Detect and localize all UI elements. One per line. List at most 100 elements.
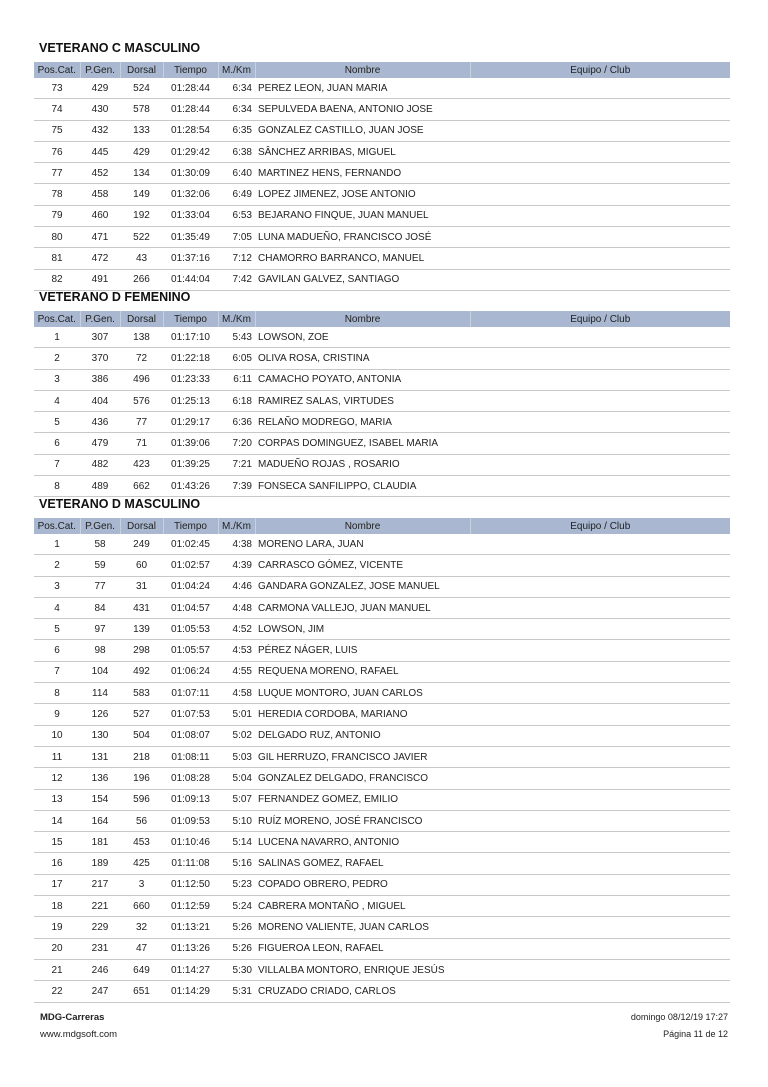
cell-min-km: 5:14 <box>218 831 255 854</box>
table-row: 3 386 496 01:23:33 6:11 CAMACHO POYATO, ANTON… <box>34 369 730 391</box>
cell-dorsal: 522 <box>120 226 163 249</box>
section-veterano-d-femenino: VETERANO D FEMENINO Pos.Cat. P.Gen. Dorsal T… <box>34 289 730 498</box>
cell-dorsal: 196 <box>120 767 163 790</box>
cell-nombre: SALINAS GOMEZ, RAFAEL <box>255 852 470 875</box>
table-row: 8 489 662 01:43:26 7:39 FONSECA SANFILIPPO, C… <box>34 475 730 498</box>
cell-dorsal: 139 <box>120 618 163 641</box>
cell-equipo-club <box>470 411 730 434</box>
cell-equipo-club <box>470 454 730 477</box>
column-header-tiempo: Tiempo <box>163 518 219 534</box>
cell-pos-cat: 73 <box>34 78 80 100</box>
table-row: 5 436 77 01:29:17 6:36 RELAÑO MODREGO, MARIA <box>34 411 730 434</box>
cell-equipo-club <box>470 183 730 206</box>
cell-pos-cat: 19 <box>34 916 80 939</box>
cell-equipo-club <box>470 895 730 918</box>
cell-nombre: DELGADO RUZ, ANTONIO <box>255 725 470 747</box>
cell-dorsal: 138 <box>120 327 163 349</box>
cell-dorsal: 47 <box>120 938 163 960</box>
cell-tiempo: 01:28:54 <box>163 120 218 142</box>
column-header-nombre: Nombre <box>255 518 471 534</box>
cell-nombre: CAMACHO POYATO, ANTONIA <box>255 369 470 391</box>
cell-min-km: 6:36 <box>218 411 255 434</box>
cell-p-gen: 136 <box>80 767 120 790</box>
cell-tiempo: 01:02:57 <box>163 554 218 577</box>
cell-min-km: 6:49 <box>218 183 255 206</box>
cell-nombre: MADUEÑO ROJAS , ROSARIO <box>255 454 470 477</box>
cell-pos-cat: 8 <box>34 682 80 705</box>
cell-pos-cat: 3 <box>34 576 80 598</box>
cell-nombre: SÂNCHEZ ARRIBAS, MIGUEL <box>255 141 470 164</box>
cell-nombre: LUNA MADUEÑO, FRANCISCO JOSÉ <box>255 226 470 249</box>
cell-min-km: 7:12 <box>218 247 255 270</box>
cell-min-km: 4:52 <box>218 618 255 641</box>
cell-min-km: 5:10 <box>218 810 255 833</box>
cell-min-km: 6:35 <box>218 120 255 142</box>
table-row: 11 131 218 01:08:11 5:03 GIL HERRUZO, FRANCIS… <box>34 746 730 769</box>
table-header-row: Pos.Cat. P.Gen. Dorsal Tiempo M./Km Nombre Equ… <box>34 62 730 78</box>
cell-tiempo: 01:07:11 <box>163 682 218 705</box>
cell-dorsal: 524 <box>120 78 163 100</box>
cell-tiempo: 01:05:57 <box>163 639 218 662</box>
cell-pos-cat: 21 <box>34 959 80 982</box>
cell-pos-cat: 17 <box>34 874 80 897</box>
table-row: 17 217 3 01:12:50 5:23 COPADO OBRERO, PEDRO <box>34 874 730 897</box>
cell-dorsal: 583 <box>120 682 163 705</box>
footer-brand: MDG-Carreras <box>40 1012 105 1023</box>
cell-pos-cat: 2 <box>34 347 80 370</box>
cell-nombre: CHAMORRO BARRANCO, MANUEL <box>255 247 470 270</box>
section-title: VETERANO C MASCULINO <box>39 41 201 55</box>
cell-nombre: LOWSON, JIM <box>255 618 470 641</box>
cell-min-km: 6:38 <box>218 141 255 164</box>
table-row: 74 430 578 01:28:44 6:34 SEPULVEDA BAENA, ANT… <box>34 98 730 121</box>
cell-nombre: COPADO OBRERO, PEDRO <box>255 874 470 897</box>
cell-pos-cat: 16 <box>34 852 80 875</box>
cell-equipo-club <box>470 682 730 705</box>
cell-nombre: GANDARA GONZALEZ, JOSE MANUEL <box>255 576 470 598</box>
cell-equipo-club <box>470 98 730 121</box>
cell-p-gen: 307 <box>80 327 120 349</box>
cell-nombre: LOPEZ JIMENEZ, JOSE ANTONIO <box>255 183 470 206</box>
cell-pos-cat: 79 <box>34 205 80 228</box>
cell-tiempo: 01:08:11 <box>163 746 218 769</box>
table-row: 1 58 249 01:02:45 4:38 MORENO LARA, JUAN <box>34 534 730 556</box>
column-header-dorsal: Dorsal <box>120 62 164 78</box>
cell-dorsal: 32 <box>120 916 163 939</box>
cell-tiempo: 01:43:26 <box>163 475 218 498</box>
cell-min-km: 7:39 <box>218 475 255 498</box>
column-header-tiempo: Tiempo <box>163 311 219 327</box>
cell-tiempo: 01:12:59 <box>163 895 218 918</box>
cell-p-gen: 247 <box>80 980 120 1003</box>
cell-min-km: 6:11 <box>218 369 255 391</box>
cell-nombre: RAMIREZ SALAS, VIRTUDES <box>255 390 470 413</box>
table-row: 6 479 71 01:39:06 7:20 CORPAS DOMINGUEZ, ISAB… <box>34 432 730 455</box>
table-row: 4 404 576 01:25:13 6:18 RAMIREZ SALAS, VIRTUD… <box>34 390 730 413</box>
cell-tiempo: 01:39:25 <box>163 454 218 477</box>
cell-equipo-club <box>470 789 730 811</box>
cell-tiempo: 01:05:53 <box>163 618 218 641</box>
cell-tiempo: 01:10:46 <box>163 831 218 854</box>
cell-equipo-club <box>470 597 730 620</box>
column-header-min-km: M./Km <box>218 311 256 327</box>
table-row: 80 471 522 01:35:49 7:05 LUNA MADUEÑO, FRANCI… <box>34 226 730 249</box>
cell-equipo-club <box>470 369 730 391</box>
cell-equipo-club <box>470 432 730 455</box>
cell-min-km: 5:01 <box>218 703 255 726</box>
cell-dorsal: 192 <box>120 205 163 228</box>
cell-dorsal: 651 <box>120 980 163 1003</box>
cell-p-gen: 231 <box>80 938 120 960</box>
cell-min-km: 7:21 <box>218 454 255 477</box>
cell-min-km: 7:20 <box>218 432 255 455</box>
column-header-pos-cat: Pos.Cat. <box>34 518 81 534</box>
cell-tiempo: 01:32:06 <box>163 183 218 206</box>
cell-pos-cat: 10 <box>34 725 80 747</box>
column-header-p-gen: P.Gen. <box>80 311 121 327</box>
cell-tiempo: 01:13:21 <box>163 916 218 939</box>
cell-pos-cat: 15 <box>34 831 80 854</box>
cell-equipo-club <box>470 247 730 270</box>
cell-min-km: 5:23 <box>218 874 255 897</box>
table-row: 10 130 504 01:08:07 5:02 DELGADO RUZ, ANTONIO <box>34 725 730 747</box>
cell-min-km: 4:39 <box>218 554 255 577</box>
cell-pos-cat: 9 <box>34 703 80 726</box>
cell-dorsal: 56 <box>120 810 163 833</box>
cell-p-gen: 479 <box>80 432 120 455</box>
